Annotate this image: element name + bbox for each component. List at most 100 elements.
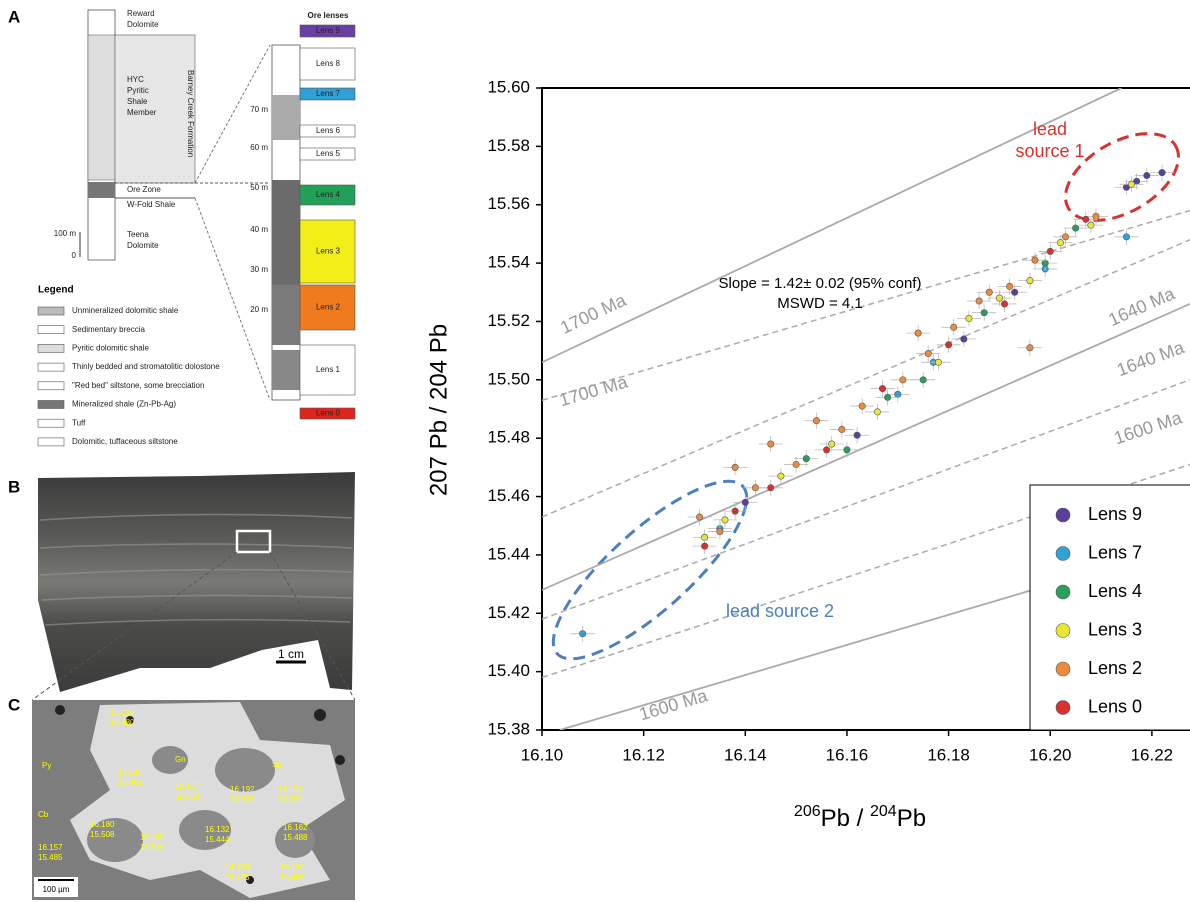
measurement: 15.480 <box>110 718 135 727</box>
mineral-label: Gn <box>175 755 186 764</box>
reference-line <box>542 303 1190 591</box>
point <box>873 408 881 416</box>
legend-marker <box>1055 700 1071 715</box>
measurement: 16.192 <box>230 785 255 794</box>
scale-box <box>34 877 78 897</box>
scale-label: 1 cm <box>278 647 304 661</box>
laminae <box>39 513 353 626</box>
lens-label: Lens 4 <box>316 190 341 199</box>
measurement: 15.444 <box>205 835 230 844</box>
annotation: MSWD = 4.1 <box>777 295 862 312</box>
lens-box <box>299 24 356 38</box>
point <box>843 446 851 454</box>
point <box>985 288 993 296</box>
point <box>701 542 709 550</box>
point <box>838 425 846 433</box>
measurement: 15.529 <box>278 795 303 804</box>
point <box>1011 288 1019 296</box>
point <box>1158 169 1166 177</box>
lens-box <box>299 87 356 101</box>
lens-label: Lens 3 <box>316 247 341 256</box>
y-tick-label: 15.54 <box>487 253 530 272</box>
legend-label: Lens 3 <box>1088 619 1142 639</box>
source1-ellipse <box>1064 132 1180 222</box>
lens-box <box>299 284 356 331</box>
legend-swatch <box>37 325 65 335</box>
point <box>1087 221 1095 229</box>
point <box>731 463 739 471</box>
y-tick-label: 15.50 <box>487 369 530 388</box>
y-tick-label: 15.60 <box>487 77 530 96</box>
point <box>716 528 724 536</box>
lens-label: Lens 0 <box>316 409 341 418</box>
mineral-label: Py <box>42 761 51 770</box>
point <box>1026 344 1034 352</box>
measurement: 15.475 <box>225 873 250 882</box>
measurement: 15.486 <box>280 873 305 882</box>
source2-ellipse <box>551 479 749 661</box>
point <box>995 294 1003 302</box>
legend-swatch <box>37 400 65 409</box>
measurement: 16.191 <box>278 785 303 794</box>
mineralized <box>272 350 300 390</box>
reference-label: 1600 Ma <box>1111 407 1185 448</box>
point <box>751 484 759 492</box>
measurement: 16.177 <box>175 782 200 791</box>
legend-label: Lens 7 <box>1088 542 1142 562</box>
zoom-line <box>31 551 238 701</box>
point <box>1128 180 1136 188</box>
legend-marker <box>1055 584 1071 600</box>
point <box>767 440 775 448</box>
x-tick-label: 16.22 <box>1131 745 1174 764</box>
unit-name: Reward <box>127 9 155 18</box>
annotation: lead source 2 <box>726 601 834 621</box>
reference-line <box>542 209 1190 401</box>
point <box>741 498 749 506</box>
measurement: 15.518 <box>140 843 165 852</box>
measurement: 15.461 <box>118 778 143 787</box>
zoom-line <box>269 551 356 701</box>
scale-label: 0 <box>72 251 77 260</box>
point <box>858 402 866 410</box>
legend-swatch <box>37 381 65 391</box>
point <box>1041 259 1049 267</box>
lens-label: Lens 1 <box>316 365 341 374</box>
point <box>924 350 932 358</box>
lens-box <box>299 219 356 284</box>
sphalerite-grains <box>87 746 315 862</box>
lens-label: Lens 7 <box>316 89 341 98</box>
lens-box <box>299 344 356 396</box>
legend-swatch <box>37 344 65 353</box>
y-tick-label: 15.42 <box>487 603 530 622</box>
measurement: 16.157 <box>38 843 63 852</box>
legend-marker <box>1055 623 1071 638</box>
point <box>919 376 927 384</box>
point <box>1056 239 1064 247</box>
point <box>975 297 983 305</box>
legend-item: "Red bed" siltstone, some brecciation <box>72 381 204 390</box>
member-box <box>114 34 196 184</box>
hyc-unit <box>87 34 116 181</box>
depth-label: 50 m <box>250 183 268 192</box>
legend-label: Lens 4 <box>1088 581 1142 601</box>
y-tick-label: 15.46 <box>487 486 530 505</box>
legend-marker <box>1055 546 1071 561</box>
lens-box <box>299 124 356 138</box>
rock-sample <box>38 472 355 692</box>
mineralized <box>272 285 300 345</box>
point <box>579 630 587 638</box>
reference-line <box>542 239 1190 518</box>
point <box>1061 233 1069 241</box>
depth-label: 60 m <box>250 143 268 152</box>
unit-name: Shale <box>127 97 148 106</box>
measurement: 16.180 <box>140 833 165 842</box>
y-tick-label: 15.48 <box>487 428 530 447</box>
point <box>777 472 785 480</box>
panel-label: A <box>8 7 20 26</box>
legend-item: Mineralized shale (Zn-Pb-Ag) <box>72 400 176 409</box>
point <box>1026 277 1034 285</box>
legend-swatch <box>37 362 65 372</box>
x-tick-label: 16.14 <box>724 745 767 764</box>
x-axis-label-part: 206 <box>794 803 821 820</box>
